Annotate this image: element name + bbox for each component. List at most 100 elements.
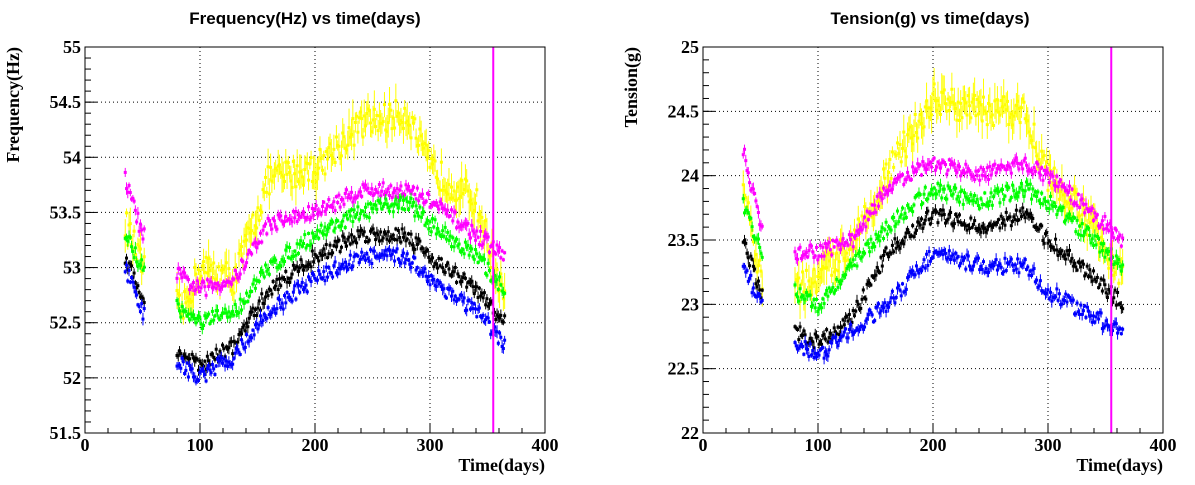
data-point [213, 372, 217, 376]
data-point [317, 166, 321, 170]
data-point [280, 219, 284, 223]
data-point [1047, 180, 1051, 184]
data-point [472, 292, 476, 296]
data-point [408, 189, 412, 193]
data-point [348, 196, 352, 200]
data-point [328, 243, 332, 247]
data-point [221, 361, 225, 365]
data-point [1040, 149, 1044, 153]
data-point [1022, 100, 1026, 104]
data-point [322, 247, 326, 251]
data-point [946, 97, 950, 101]
data-point [998, 226, 1002, 230]
data-point [1045, 160, 1049, 164]
data-point [205, 354, 209, 358]
data-point [820, 267, 824, 271]
data-point [227, 267, 231, 271]
data-point [1105, 258, 1109, 262]
data-point [476, 260, 480, 264]
data-point [861, 222, 865, 226]
data-point [207, 359, 211, 363]
data-point [980, 173, 984, 177]
data-point [1018, 186, 1022, 190]
data-point [850, 264, 854, 268]
data-point [1112, 262, 1116, 266]
data-point [804, 268, 808, 272]
data-point [461, 224, 465, 228]
data-point [760, 288, 764, 292]
data-point [1065, 214, 1069, 218]
data-point [474, 307, 478, 311]
data-point [1062, 253, 1066, 257]
data-point [1108, 253, 1112, 257]
data-point [302, 288, 305, 292]
data-point [901, 146, 905, 150]
data-point [345, 188, 349, 192]
data-point [398, 236, 402, 240]
data-point [363, 258, 367, 262]
data-point [955, 170, 959, 174]
data-point [892, 165, 896, 169]
x-tick-label: 0 [81, 435, 90, 455]
data-point [501, 258, 505, 262]
data-point [133, 246, 137, 250]
data-point [408, 241, 412, 245]
data-point [854, 233, 858, 237]
data-point [251, 213, 255, 217]
data-point [224, 261, 228, 265]
data-point [350, 266, 354, 270]
data-point [246, 299, 250, 303]
data-point [1000, 105, 1004, 109]
data-point [994, 109, 998, 113]
data-point [221, 343, 225, 347]
data-point [499, 256, 503, 260]
data-point [893, 237, 897, 241]
data-point [179, 366, 183, 370]
data-point [1105, 223, 1109, 227]
data-point [261, 188, 265, 192]
data-point [447, 267, 451, 271]
data-point [212, 285, 216, 289]
data-point [128, 191, 132, 195]
data-point [930, 113, 934, 117]
data-point [909, 178, 913, 182]
data-point [310, 249, 314, 253]
data-point [356, 229, 360, 233]
data-point [474, 238, 478, 242]
data-point [409, 265, 413, 269]
series-5 [123, 244, 507, 386]
data-point [381, 181, 385, 185]
data-point [455, 226, 459, 230]
data-point [377, 239, 381, 243]
data-point [395, 114, 399, 118]
data-point [328, 142, 332, 146]
data-point [260, 210, 264, 214]
data-point [1065, 188, 1069, 192]
data-point [288, 296, 292, 300]
data-point [985, 166, 989, 170]
data-point [289, 179, 293, 183]
data-point [291, 290, 295, 294]
data-point [245, 261, 249, 265]
data-point [750, 225, 754, 229]
data-point [371, 227, 375, 231]
data-point [293, 249, 297, 253]
data-point [318, 147, 322, 151]
data-point [280, 258, 284, 262]
data-point [460, 178, 464, 182]
data-point [1108, 221, 1112, 225]
data-point [979, 166, 983, 170]
data-point [251, 306, 255, 310]
data-point [294, 253, 298, 257]
data-point [1027, 167, 1031, 171]
data-point [417, 214, 421, 218]
data-point [176, 354, 180, 358]
data-point [398, 188, 402, 192]
data-point [223, 284, 227, 288]
data-point [746, 211, 750, 215]
data-point [462, 188, 466, 192]
data-point [883, 176, 887, 180]
data-point [942, 88, 946, 92]
data-point [214, 286, 218, 290]
data-point [481, 313, 485, 317]
